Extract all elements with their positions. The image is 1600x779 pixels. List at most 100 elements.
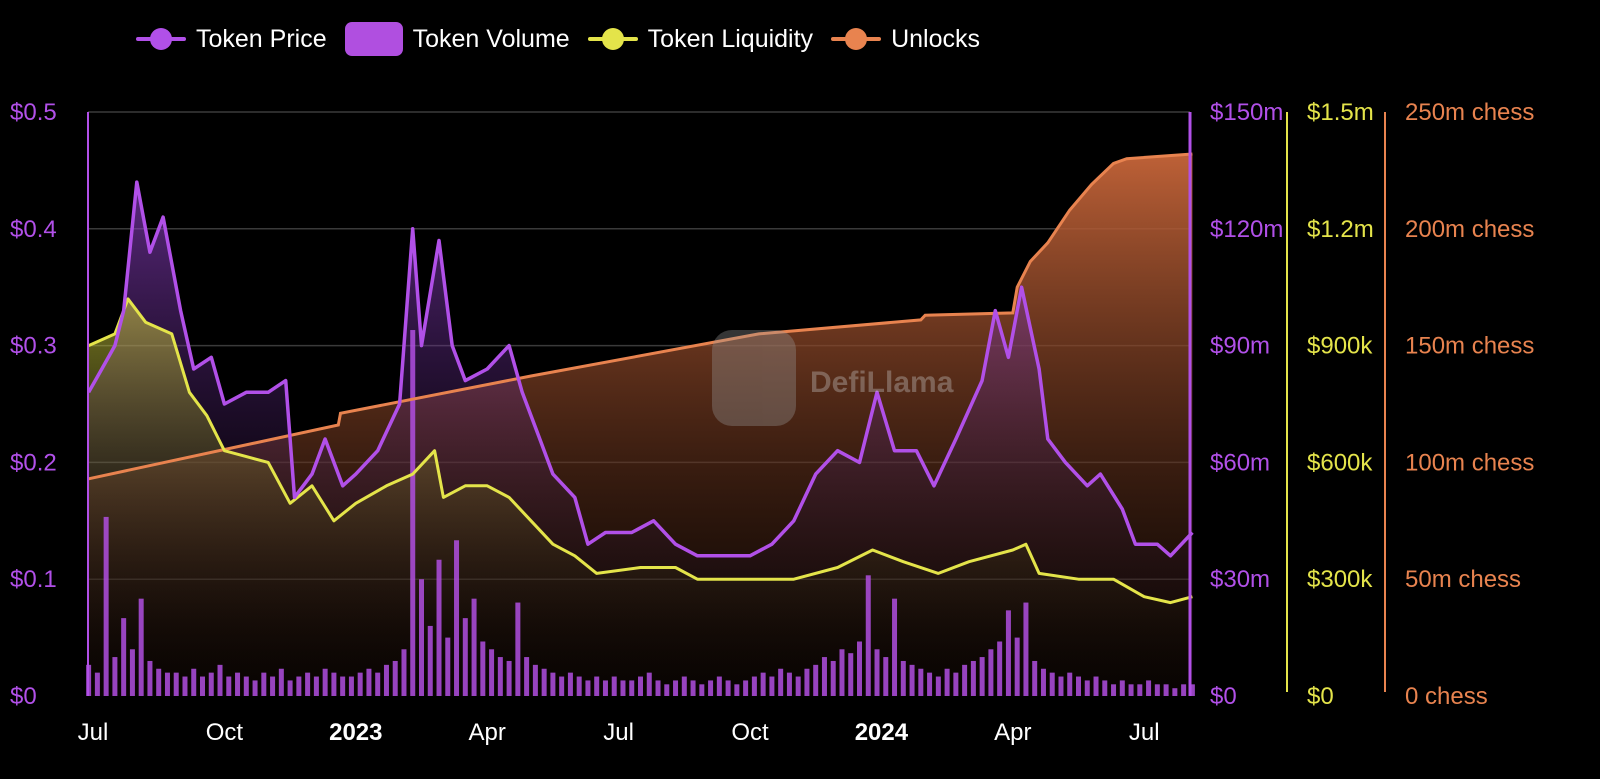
box-marker-icon [344,22,403,56]
legend-label: Token Liquidity [647,24,814,53]
volume-bar [883,657,889,696]
volume-bar [935,676,941,696]
volume-bar [138,598,144,696]
legend-item-token-liquidity[interactable]: Token Liquidity [587,24,814,54]
volume-bar [419,579,424,696]
volume-bar [305,672,311,696]
line-marker-icon [136,28,186,50]
x-tick-label: Oct [731,719,769,746]
volume-bar [725,680,731,696]
volume-bar [489,649,495,696]
volume-bar [760,672,766,696]
x-tick-label: Apr [469,719,506,746]
legend-item-unlocks[interactable]: Unlocks [831,25,980,54]
volume-bar [602,680,608,696]
unlocks-tick-label: 250m chess [1405,99,1534,126]
volume-bar [927,672,933,696]
llama-logo-icon [712,330,796,426]
volume-bar [173,672,179,696]
line-marker-icon [831,28,882,50]
volume-bar [1076,676,1081,696]
volume-bar [979,657,985,696]
volume-bar [410,330,416,696]
volume-bar [629,680,635,696]
volume-bar [1014,637,1020,696]
unlocks-tick-label: 150m chess [1405,333,1534,360]
volume-bar [445,637,451,696]
volume-bar [865,575,871,696]
volume-bar [1137,684,1143,696]
volume-bar [655,680,661,696]
x-tick-label: Oct [206,719,244,746]
volume-bar [1146,680,1152,696]
volume-bar [331,672,337,696]
liquidity-tick-label: $0 [1307,683,1334,710]
volume-bar [357,672,363,696]
price-tick-label: $0.1 [10,566,57,593]
volume-bar [313,676,319,696]
volume-tick-label: $30m [1210,566,1270,593]
volume-bar [620,680,626,696]
volume-bar [734,684,740,696]
volume-bar [270,676,276,696]
volume-bar [1005,610,1011,696]
volume-tick-label: $120m [1210,216,1283,243]
legend-item-token-volume[interactable]: Token Volume [344,22,570,56]
volume-bar [147,660,153,696]
volume-bar [296,676,302,696]
volume-bar [874,649,880,696]
volume-bar [454,540,460,696]
volume-bar [690,680,696,696]
volume-bar [191,668,197,696]
volume-bar [1084,680,1090,696]
volume-bar [857,641,862,696]
legend-label: Token Price [196,24,327,53]
liquidity-tick-label: $300k [1307,566,1373,593]
liquidity-area [88,298,1193,696]
volume-bar [716,676,722,696]
volume-bar [243,676,249,696]
price-tick-label: $0.4 [10,216,57,243]
volume-bar [1093,676,1099,696]
volume-bar [112,657,118,696]
volume-bar [830,660,836,696]
liquidity-tick-label: $1.5m [1307,99,1374,126]
defillama-watermark: DefiLlama [712,330,954,426]
volume-bar [743,680,749,696]
volume-bar [892,598,898,696]
volume-bar [795,676,801,696]
volume-bar [953,672,959,696]
volume-bar [480,641,486,696]
volume-bar [1128,684,1134,696]
price-tick-label: $0 [10,683,37,710]
volume-bar [988,649,994,696]
liquidity-line [87,297,1193,605]
price-tick-label: $0.5 [10,99,57,126]
volume-bar [129,649,135,696]
volume-bar [594,676,600,696]
volume-bar [699,684,705,696]
volume-bar [804,668,810,696]
volume-bar [541,668,547,696]
liquidity-tick-label: $600k [1307,449,1373,476]
volume-bar [506,660,512,696]
watermark-text: DefiLlama [810,366,954,399]
volume-tick-label: $150m [1210,99,1283,126]
volume-bar [348,676,354,696]
volume-bar [839,649,845,696]
x-tick-label: Jul [1129,719,1160,746]
volume-bar [751,676,757,696]
x-tick-label: Jul [78,719,109,746]
volume-bar [427,625,433,696]
volume-bar [103,516,109,696]
volume-bar [1067,672,1073,696]
volume-bar [462,618,468,696]
volume-bar [786,672,792,696]
volume-bar [235,672,241,696]
legend-item-token-price[interactable]: Token Price [136,25,327,54]
volume-bar [1119,680,1125,696]
x-tick-label: 2024 [855,719,909,746]
volume-bar [1058,676,1064,696]
volume-bar [1154,684,1160,696]
price-line [87,180,1194,558]
